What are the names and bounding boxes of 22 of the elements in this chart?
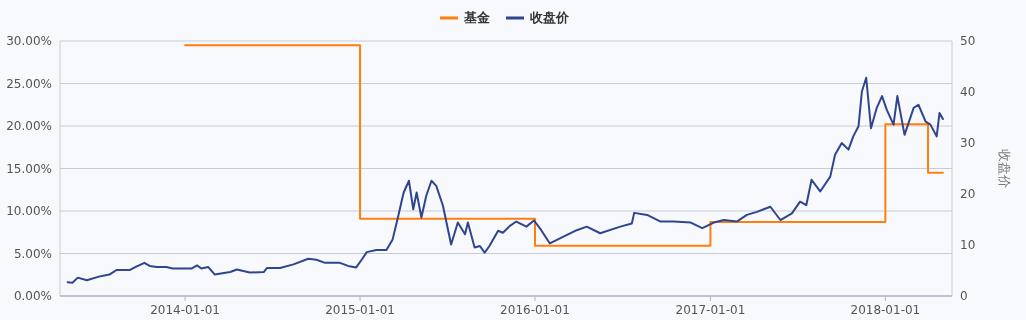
y2-tick-label: 30 bbox=[960, 136, 976, 150]
line-series bbox=[66, 76, 944, 284]
y2-tick-label: 50 bbox=[960, 34, 976, 48]
x-tick-label: 2016-01-01 bbox=[500, 303, 570, 317]
x-tick-label: 2017-01-01 bbox=[675, 303, 746, 317]
legend-label: 收盘价 bbox=[530, 10, 570, 25]
x-tick-label: 2014-01-01 bbox=[150, 303, 220, 317]
legend-label: 基金 bbox=[463, 10, 491, 25]
y-tick-label: 15.00% bbox=[6, 161, 52, 176]
y-tick-label: 10.00% bbox=[6, 204, 52, 218]
x-tick-label: 2018-01-01 bbox=[850, 303, 921, 317]
y-tick-label: 30.00% bbox=[6, 34, 52, 48]
y2-tick-label: 10 bbox=[960, 238, 976, 252]
y2-tick-label: 0 bbox=[960, 289, 968, 303]
y-tick-label: 0.00% bbox=[13, 289, 52, 303]
y-tick-label: 5.00% bbox=[13, 246, 52, 261]
y2-tick-label: 40 bbox=[960, 85, 976, 99]
y-tick-label: 20.00% bbox=[6, 119, 52, 133]
y2-axis-title: 收盘价 bbox=[997, 149, 1012, 188]
y-tick-label: 25.00% bbox=[6, 76, 52, 91]
y2-tick-label: 20 bbox=[960, 187, 976, 201]
x-tick-label: 2015-01-01 bbox=[325, 303, 395, 317]
